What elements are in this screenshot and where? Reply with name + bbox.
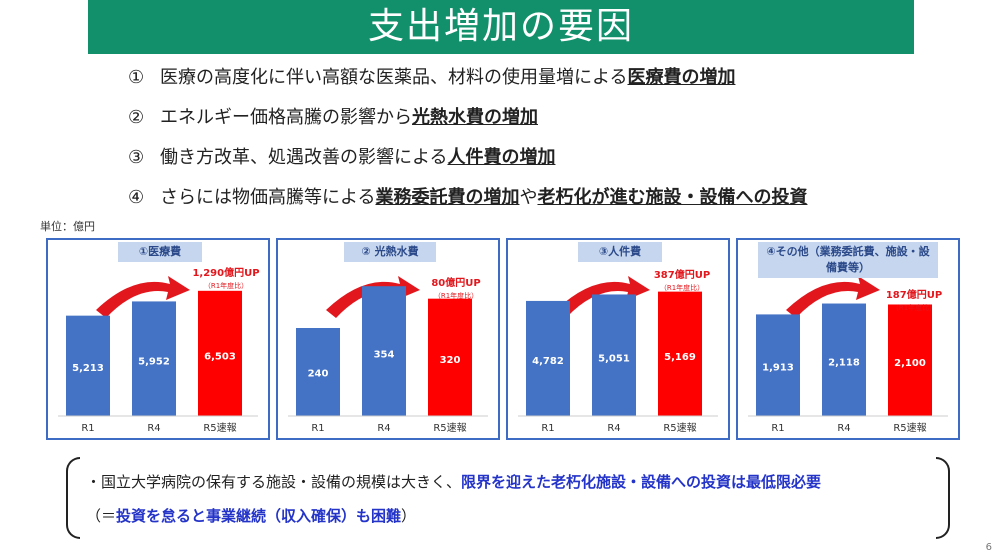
increase-value: 80億円UP xyxy=(431,278,481,289)
increase-basis: （R1年度比） xyxy=(891,304,937,312)
cause-connector: や xyxy=(519,187,538,208)
increase-annotation: 1,290億円UP （R1年度比） xyxy=(184,268,268,292)
bar-value-label: 354 xyxy=(374,350,395,361)
cause-number: ① xyxy=(128,67,145,88)
increase-basis: （R1年度比） xyxy=(659,284,705,292)
bar-value-label: 2,118 xyxy=(828,357,860,368)
chart-panel-utilities: 240 R1 354 R4 320 R5速報 ② 光熱水費 80億円UP （R1年度比） xyxy=(276,238,500,440)
bar-value-label: 320 xyxy=(440,355,461,366)
cause-item: ④ さらには物価高騰等による業務委託費の増加や老朽化が進む施設・設備への投資 xyxy=(128,182,928,222)
chart-panel-medical: 5,213 R1 5,952 R4 6,503 R5速報 ①医療費 1,290億円UP （… xyxy=(46,238,270,440)
category-label: R4 xyxy=(147,423,160,434)
bar xyxy=(756,314,800,416)
cause-text: エネルギー価格高騰の影響から xyxy=(160,107,412,128)
bar xyxy=(526,300,570,416)
chart-title: ④その他（業務委託費、施設・設備費等） xyxy=(758,242,938,278)
bar-chart-utilities: 240 R1 354 R4 320 R5速報 xyxy=(288,276,488,434)
note-open-paren: （＝ xyxy=(86,507,117,525)
conclusion-note: ・国立大学病院の保有する施設・設備の規模は大きく、限界を迎えた老朽化施設・設備へ… xyxy=(66,457,950,539)
bar xyxy=(296,328,340,416)
increase-basis: （R1年度比） xyxy=(433,292,479,300)
increase-arrow xyxy=(96,276,190,318)
chart-title: ② 光熱水費 xyxy=(344,242,436,262)
bar-value-label: 4,782 xyxy=(532,356,564,367)
cause-text: 医療の高度化に伴い高額な医薬品、材料の使用量増による xyxy=(160,67,628,88)
bar-value-label: 5,952 xyxy=(138,356,170,367)
category-label: R1 xyxy=(81,423,94,434)
note-emphasis: 限界を迎えた老朽化施設・設備への投資は最低限必要 xyxy=(461,473,822,491)
cause-item: ③ 働き方改革、処遇改善の影響による人件費の増加 xyxy=(128,142,928,182)
bar xyxy=(822,303,866,416)
page-number: 6 xyxy=(985,542,992,553)
cause-item: ① 医療の高度化に伴い高額な医薬品、材料の使用量増による医療費の増加 xyxy=(128,62,928,102)
chart-panel-personnel: 4,782 R1 5,051 R4 5,169 R5速報 ③人件費 387億円UP （R1… xyxy=(506,238,730,440)
increase-arrow xyxy=(556,276,650,318)
category-label: R1 xyxy=(311,423,324,434)
bar xyxy=(428,298,472,416)
increase-annotation: 387億円UP （R1年度比） xyxy=(640,270,724,294)
cause-number: ③ xyxy=(128,147,145,168)
bar-chart-medical: 5,213 R1 5,952 R4 6,503 R5速報 xyxy=(58,276,258,434)
left-bracket xyxy=(66,457,80,539)
cause-list: ① 医療の高度化に伴い高額な医薬品、材料の使用量増による医療費の増加 ② エネルギー… xyxy=(128,62,928,222)
cause-text: さらには物価高騰等による xyxy=(160,187,376,208)
bar-value-label: 6,503 xyxy=(204,352,236,363)
category-label: R1 xyxy=(771,423,784,434)
increase-value: 387億円UP xyxy=(653,270,711,281)
category-label: R5速報 xyxy=(203,422,236,434)
chart-panel-other: 1,913 R1 2,118 R4 2,100 R5速報 ④その他（業務委託費、施設・設備… xyxy=(736,238,960,440)
cause-emphasis-2: 老朽化が進む施設・設備への投資 xyxy=(537,187,808,208)
note-plain-text: ・国立大学病院の保有する施設・設備の規模は大きく、 xyxy=(86,473,462,491)
bar-value-label: 5,213 xyxy=(72,363,104,374)
category-label: R5速報 xyxy=(433,422,466,434)
bar-value-label: 1,913 xyxy=(762,362,794,373)
bar-value-label: 5,169 xyxy=(664,352,696,363)
chart-title: ③人件費 xyxy=(578,242,662,262)
category-label: R4 xyxy=(837,423,850,434)
category-label: R5速報 xyxy=(893,422,926,434)
bar xyxy=(198,290,242,416)
bar xyxy=(66,315,110,416)
category-label: R4 xyxy=(607,423,620,434)
bar-chart-personnel: 4,782 R1 5,051 R4 5,169 R5速報 xyxy=(518,276,718,434)
cause-emphasis: 医療費の増加 xyxy=(627,67,736,88)
cause-number: ② xyxy=(128,107,145,128)
increase-annotation: 187億円UP （R1年度比） xyxy=(872,290,956,314)
category-label: R5速報 xyxy=(663,422,696,434)
increase-arrow xyxy=(786,276,880,318)
bar xyxy=(592,294,636,416)
note-emphasis: 投資を怠ると事業継続（収入確保）も困難 xyxy=(116,507,402,525)
note-line-2: （＝投資を怠ると事業継続（収入確保）も困難） xyxy=(86,505,416,526)
bar xyxy=(362,286,406,416)
bar-value-label: 240 xyxy=(308,368,329,379)
note-line-1: ・国立大学病院の保有する施設・設備の規模は大きく、限界を迎えた老朽化施設・設備へ… xyxy=(86,471,821,492)
bar-chart-other: 1,913 R1 2,118 R4 2,100 R5速報 xyxy=(748,276,948,434)
cause-text: 働き方改革、処遇改善の影響による xyxy=(160,147,448,168)
cause-item: ② エネルギー価格高騰の影響から光熱水費の増加 xyxy=(128,102,928,142)
category-label: R4 xyxy=(377,423,390,434)
bar xyxy=(658,291,702,416)
cause-emphasis: 人件費の増加 xyxy=(447,147,556,168)
chart-title: ①医療費 xyxy=(118,242,202,262)
increase-value: 1,290億円UP xyxy=(192,268,260,279)
cause-number: ④ xyxy=(128,187,145,208)
note-close-paren: ） xyxy=(401,507,417,525)
right-bracket xyxy=(936,457,950,539)
bar xyxy=(888,304,932,416)
category-label: R1 xyxy=(541,423,554,434)
slide-title: 支出増加の要因 xyxy=(88,0,914,54)
increase-basis: （R1年度比） xyxy=(203,282,249,290)
bar-value-label: 5,051 xyxy=(598,353,630,364)
cause-emphasis: 光熱水費の増加 xyxy=(412,107,538,128)
unit-label: 単位：億円 xyxy=(40,220,95,233)
increase-annotation: 80億円UP （R1年度比） xyxy=(414,278,498,302)
bar xyxy=(132,301,176,416)
increase-value: 187億円UP xyxy=(885,290,943,301)
bar-value-label: 2,100 xyxy=(894,358,926,369)
cause-emphasis: 業務委託費の増加 xyxy=(375,187,520,208)
